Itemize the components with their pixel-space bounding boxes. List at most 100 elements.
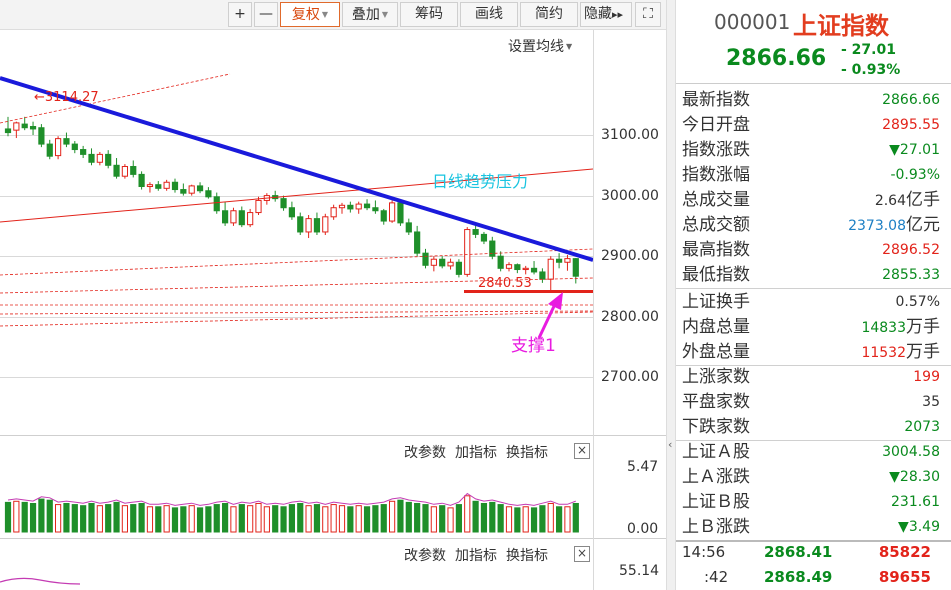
- chips-button[interactable]: 筹码: [400, 2, 458, 27]
- candle-body: [38, 127, 45, 145]
- candle-body: [113, 164, 120, 177]
- volume-params-link[interactable]: 改参数: [404, 445, 446, 461]
- quote-row-label: 上涨家数: [682, 367, 750, 387]
- pane-divider: [0, 435, 666, 436]
- volume-bar: [389, 500, 396, 533]
- settings-ma-dropdown[interactable]: 设置均线 ▼: [508, 36, 572, 56]
- quote-row-label: 今日开盘: [682, 115, 750, 135]
- volume-switch-indicator-link[interactable]: 换指标: [506, 445, 548, 461]
- volume-bar: [372, 505, 379, 533]
- stock-name[interactable]: 上证指数: [793, 12, 889, 40]
- indicator-params-link[interactable]: 改参数: [404, 548, 446, 564]
- candle-body: [247, 212, 254, 226]
- candle-body: [313, 218, 321, 233]
- candle-body: [205, 190, 212, 198]
- tick-row: :42 2868.49 89655: [676, 565, 951, 590]
- adjust-dropdown[interactable]: 复权 ▼: [280, 2, 340, 27]
- candle-body: [455, 261, 462, 275]
- quote-row-label: 指数涨跌: [682, 140, 750, 160]
- quote-row-label: 上Ａ涨跌: [682, 467, 750, 487]
- candle-body: [547, 258, 554, 280]
- candle-body: [80, 149, 87, 155]
- volume-chart[interactable]: [0, 466, 593, 538]
- quote-value-number: 2373.08: [848, 218, 906, 234]
- hide-button[interactable]: 隐藏▸▸: [580, 2, 632, 27]
- candle-body: [63, 138, 70, 145]
- quote-row-value: 2866.66: [882, 88, 940, 113]
- quote-row: 上证Ａ股 3004.58: [676, 440, 951, 465]
- volume-bar: [163, 505, 170, 533]
- simple-mode-button[interactable]: 简约: [520, 2, 578, 27]
- quote-value-number: 2866.66: [882, 92, 940, 108]
- panel-splitter[interactable]: [666, 0, 676, 590]
- fullscreen-icon[interactable]: ⛶: [635, 2, 661, 27]
- tick-price: 2868.49: [764, 568, 833, 586]
- volume-bar: [505, 506, 513, 533]
- gridline: [0, 317, 593, 318]
- zoom-in-button[interactable]: +: [228, 2, 252, 27]
- indicator-add-indicator-link[interactable]: 加指标: [455, 548, 497, 564]
- candle-body: [105, 153, 112, 166]
- candle-body: [530, 267, 538, 273]
- overlay-dropdown[interactable]: 叠加 ▼: [342, 2, 398, 27]
- volume-bar: [405, 501, 412, 533]
- candle-body: [188, 185, 195, 194]
- candle-body: [13, 122, 20, 131]
- quote-row-value: 2073: [904, 415, 940, 440]
- volume-bar: [530, 507, 538, 533]
- quote-panel: 000001 上证指数 2866.66 - 27.01 - 0.93% 最新指数…: [676, 0, 951, 590]
- quote-row: 指数涨幅 -0.93%: [676, 163, 951, 188]
- volume-add-indicator-link[interactable]: 加指标: [455, 445, 497, 461]
- volume-bar: [338, 505, 346, 533]
- quote-row-value: 2855.33: [882, 263, 940, 288]
- volume-bar: [330, 504, 337, 533]
- candle-body: [305, 218, 312, 233]
- volume-bar: [138, 502, 145, 533]
- quote-row-label: 总成交量: [682, 190, 750, 210]
- quote-row: 内盘总量 14833万手: [676, 315, 951, 340]
- dashed-channel-line: [0, 248, 593, 276]
- chart-panel[interactable]: + — 复权 ▼ 叠加 ▼ 筹码 画线 简约 隐藏▸▸ ⛶ 设置均线 ▼ 3100.0…: [0, 0, 666, 590]
- quote-group-main: 最新指数 2866.66 今日开盘 2895.55 指数涨跌 ▼27.01 指数涨幅 -0.9…: [676, 88, 951, 289]
- volume-bar: [397, 499, 404, 533]
- volume-bar: [238, 504, 245, 533]
- candle-body: [213, 196, 220, 212]
- volume-bar: [363, 506, 371, 533]
- adjust-label: 复权: [291, 7, 320, 23]
- volume-bar: [71, 504, 78, 533]
- stock-change: - 27.01: [841, 42, 896, 58]
- quote-value-unit: 亿手: [906, 190, 940, 210]
- candle-body: [505, 264, 513, 269]
- quote-row-value: 2896.52: [882, 238, 940, 263]
- zoom-out-button[interactable]: —: [254, 2, 278, 27]
- support-arrow-head: [548, 292, 563, 310]
- stock-code: 000001: [714, 10, 791, 34]
- dashed-channel-line: [0, 311, 593, 327]
- candle-body: [372, 207, 379, 212]
- quote-row-value: ▼3.49: [898, 515, 940, 540]
- candle-body: [489, 240, 496, 257]
- candle-body: [397, 202, 404, 224]
- volume-bar: [46, 499, 53, 533]
- quote-value-number: -0.93%: [890, 167, 940, 183]
- candle-body: [539, 271, 546, 280]
- indicator-switch-indicator-link[interactable]: 换指标: [506, 548, 548, 564]
- draw-line-button[interactable]: 画线: [460, 2, 518, 27]
- candle-body: [414, 231, 421, 254]
- volume-bar: [213, 504, 220, 533]
- volume-bar: [205, 506, 212, 533]
- candle-body: [222, 210, 229, 224]
- indicator-close-icon[interactable]: ×: [574, 546, 590, 562]
- volume-close-icon[interactable]: ×: [574, 443, 590, 459]
- candle-body: [405, 222, 412, 233]
- volume-bar: [263, 506, 270, 533]
- candle-body: [389, 202, 396, 222]
- quote-value-number: 2.64: [874, 193, 906, 209]
- collapse-arrow-icon[interactable]: ‹: [668, 438, 673, 451]
- volume-bar: [455, 504, 462, 533]
- volume-bar: [272, 505, 279, 533]
- price-axis-label: 2800.00: [601, 309, 659, 325]
- quote-row-value: -0.93%: [890, 163, 940, 188]
- candlestick-chart[interactable]: ←3114.27 日线趋势压力 2840.53 支撑1: [0, 30, 593, 435]
- quote-value-number: 2073: [904, 419, 940, 435]
